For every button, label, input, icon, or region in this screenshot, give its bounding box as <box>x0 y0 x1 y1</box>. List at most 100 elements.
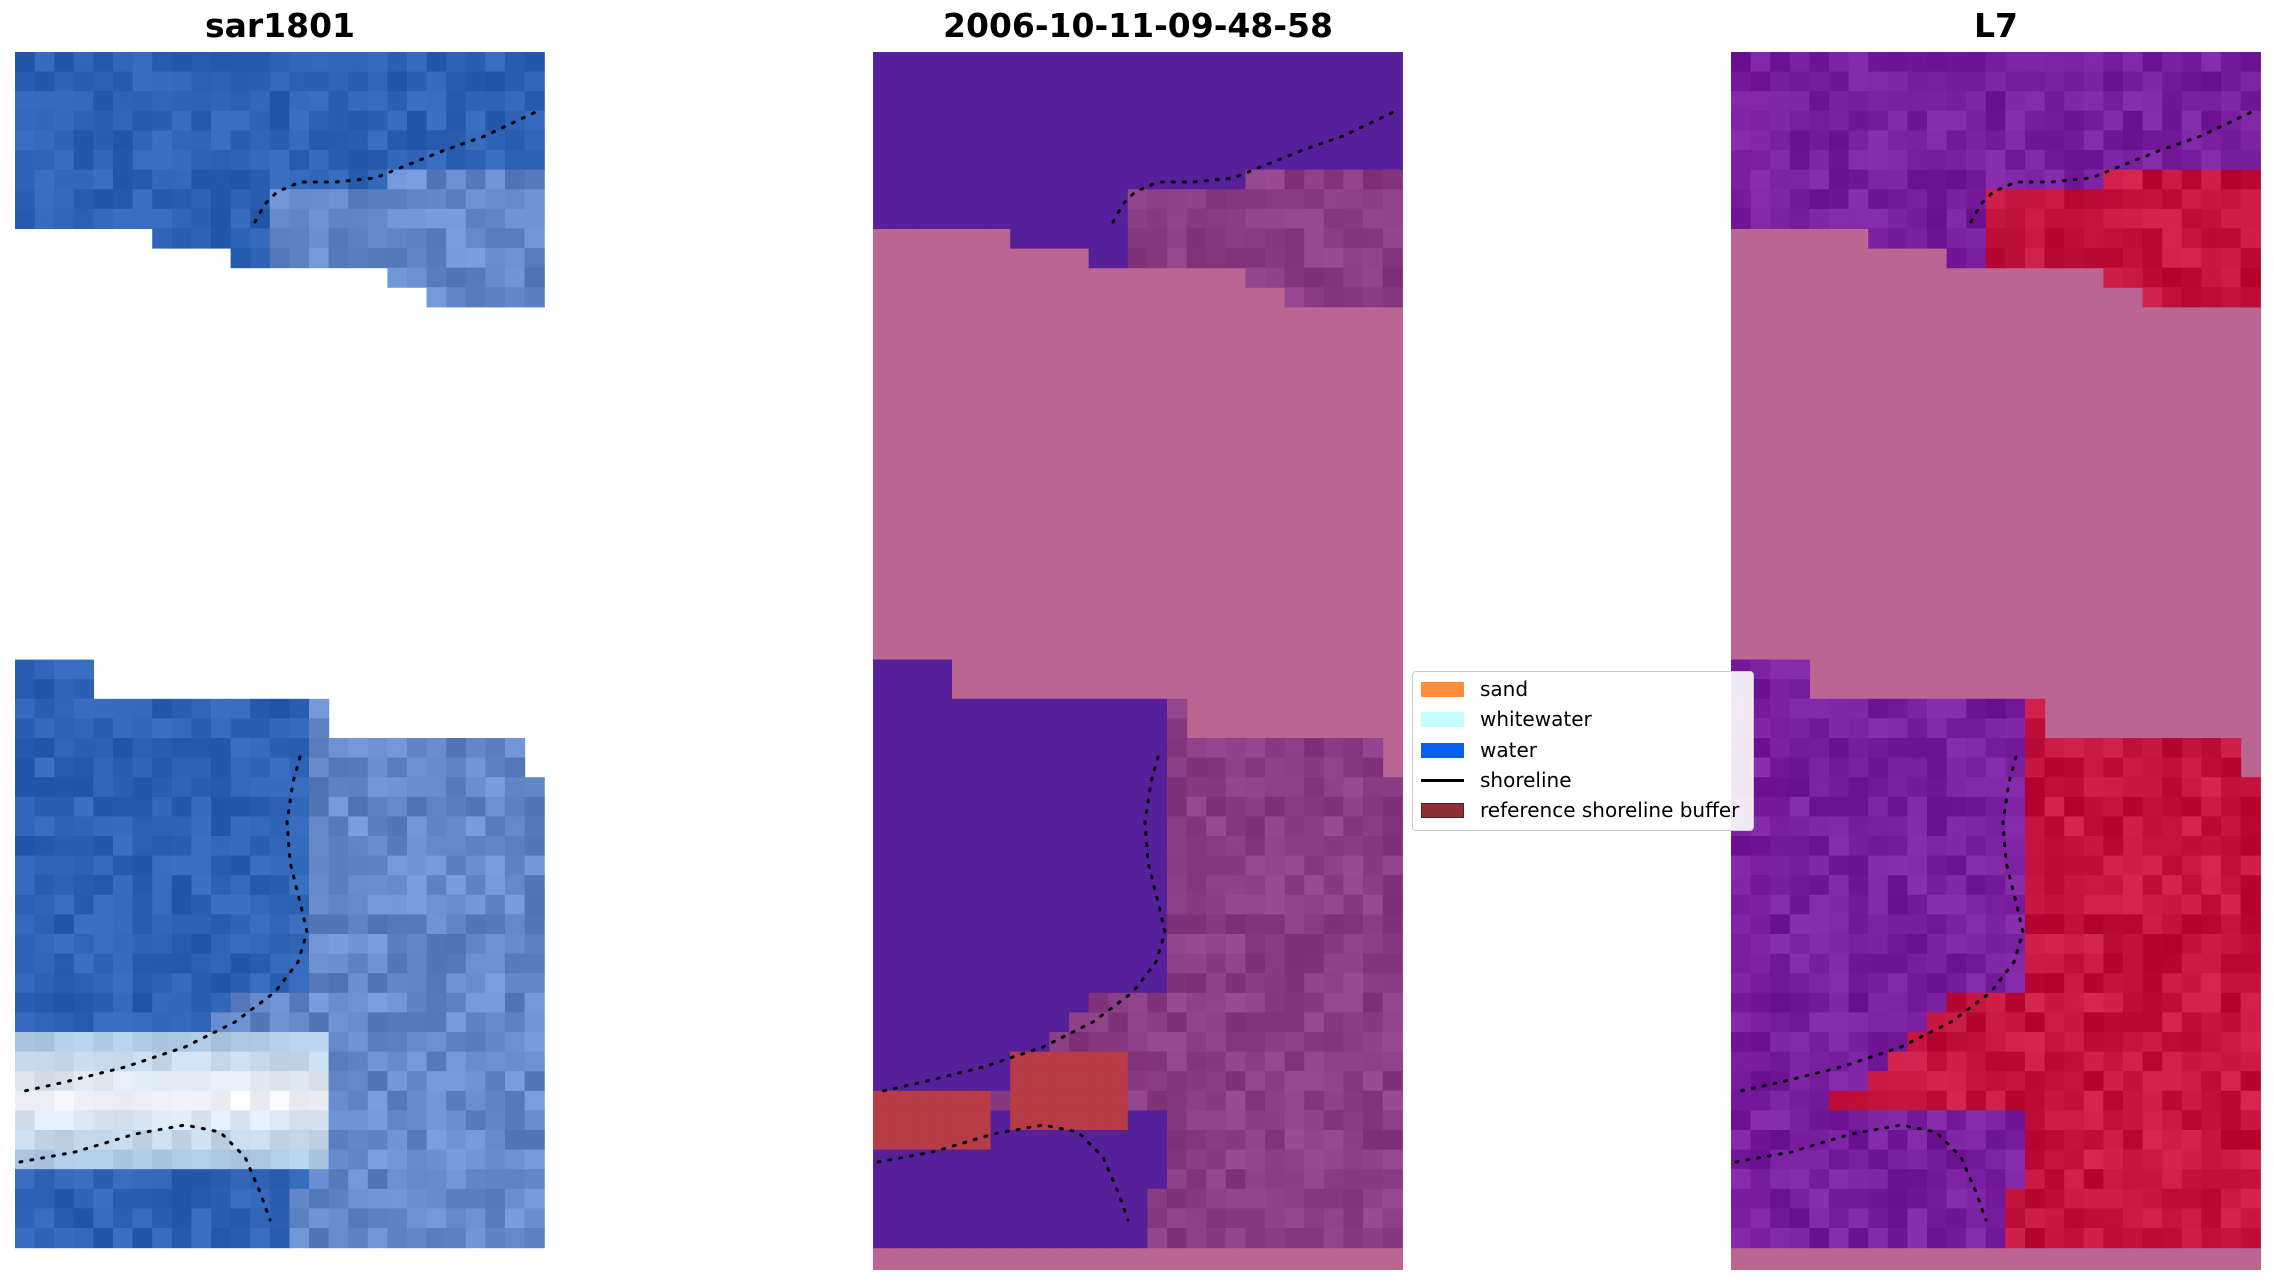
raster-pixel <box>1731 855 1752 876</box>
raster-pixel <box>1127 1012 1148 1033</box>
raster-pixel <box>2064 855 2085 876</box>
raster-pixel <box>407 91 428 112</box>
raster-pixel <box>2201 110 2222 131</box>
raster-pixel <box>407 169 428 190</box>
raster-pixel <box>289 130 310 151</box>
raster-pixel <box>1848 934 1869 955</box>
raster-pixel <box>1147 875 1168 896</box>
raster-pixel <box>1966 1032 1987 1053</box>
raster-pixel <box>387 914 408 935</box>
raster-pixel <box>1382 914 1403 935</box>
raster-pixel <box>465 1090 486 1111</box>
raster-pixel <box>1770 894 1791 915</box>
raster-pixel <box>485 1012 506 1033</box>
raster-pixel <box>15 1228 36 1249</box>
raster-pixel <box>269 1051 290 1072</box>
raster-pixel <box>2005 1090 2026 1111</box>
raster-pixel <box>2221 52 2242 73</box>
raster-pixel <box>1029 1188 1050 1209</box>
raster-pixel <box>1363 1130 1384 1151</box>
raster-pixel <box>505 1071 526 1092</box>
raster-pixel <box>2083 1090 2104 1111</box>
raster-pixel <box>230 738 251 759</box>
raster-pixel <box>289 91 310 112</box>
raster-pixel <box>1848 1149 1869 1170</box>
raster-pixel <box>1245 1032 1266 1053</box>
raster-pixel <box>1186 934 1207 955</box>
raster-pixel <box>1887 738 1908 759</box>
legend-item-sand: sand <box>1421 675 1528 703</box>
raster-pixel <box>485 1071 506 1092</box>
raster-pixel <box>1770 1071 1791 1092</box>
raster-pixel <box>1789 738 1810 759</box>
raster-pixel <box>1868 1090 1889 1111</box>
raster-pixel <box>309 1149 330 1170</box>
raster-pixel <box>2201 1208 2222 1229</box>
raster-pixel <box>873 1169 894 1190</box>
raster-pixel <box>2044 1188 2065 1209</box>
raster-pixel <box>1127 796 1148 817</box>
raster-pixel <box>113 169 134 190</box>
raster-pixel <box>1206 875 1227 896</box>
raster-pixel <box>2181 91 2202 112</box>
raster-pixel <box>971 875 992 896</box>
raster-pixel <box>1985 1149 2006 1170</box>
raster-pixel <box>1265 248 1286 269</box>
raster-pixel <box>2044 757 2065 778</box>
raster-pixel <box>1049 777 1070 798</box>
raster-pixel <box>1147 992 1168 1013</box>
raster-pixel <box>1750 1051 1771 1072</box>
raster-pixel <box>2142 267 2163 288</box>
raster-pixel <box>152 1110 173 1131</box>
raster-pixel <box>2064 914 2085 935</box>
raster-pixel <box>54 1012 75 1033</box>
raster-pixel <box>269 796 290 817</box>
raster-pixel <box>1770 973 1791 994</box>
raster-pixel <box>2005 875 2026 896</box>
raster-pixel <box>1029 1208 1050 1229</box>
raster-pixel <box>2123 1228 2144 1249</box>
raster-pixel <box>892 169 913 190</box>
raster-pixel <box>1868 992 1889 1013</box>
raster-pixel <box>1225 52 1246 73</box>
raster-pixel <box>152 698 173 719</box>
raster-pixel <box>2005 1228 2026 1249</box>
raster-pixel <box>990 1188 1011 1209</box>
raster-pixel <box>113 796 134 817</box>
raster-pixel <box>1108 130 1129 151</box>
raster-pixel <box>505 71 526 92</box>
raster-pixel <box>1225 1188 1246 1209</box>
raster-pixel <box>93 1012 114 1033</box>
raster-pixel <box>367 189 388 210</box>
raster-pixel <box>1304 855 1325 876</box>
raster-pixel <box>54 1188 75 1209</box>
raster-pixel <box>1848 1169 1869 1190</box>
raster-pixel <box>250 875 271 896</box>
raster-pixel <box>1088 1071 1109 1092</box>
raster-pixel <box>1907 992 1928 1013</box>
raster-pixel <box>1304 796 1325 817</box>
raster-pixel <box>524 973 545 994</box>
raster-pixel <box>1167 914 1188 935</box>
raster-pixel <box>171 992 192 1013</box>
raster-pixel <box>2240 1051 2261 1072</box>
raster-pixel <box>1225 992 1246 1013</box>
raster-pixel <box>1789 1032 1810 1053</box>
raster-pixel <box>873 130 894 151</box>
raster-pixel <box>1265 1228 1286 1249</box>
raster-pixel <box>1966 228 1987 249</box>
raster-pixel <box>1167 973 1188 994</box>
raster-pixel <box>1829 875 1850 896</box>
raster-pixel <box>1946 875 1967 896</box>
raster-pixel <box>465 130 486 151</box>
raster-pixel <box>1770 71 1791 92</box>
raster-pixel <box>2240 816 2261 837</box>
raster-pixel <box>2123 267 2144 288</box>
raster-pixel <box>1049 150 1070 171</box>
raster-pixel <box>446 894 467 915</box>
raster-pixel <box>34 777 55 798</box>
raster-pixel <box>1382 777 1403 798</box>
raster-pixel <box>250 150 271 171</box>
raster-pixel <box>387 208 408 229</box>
raster-pixel <box>387 52 408 73</box>
